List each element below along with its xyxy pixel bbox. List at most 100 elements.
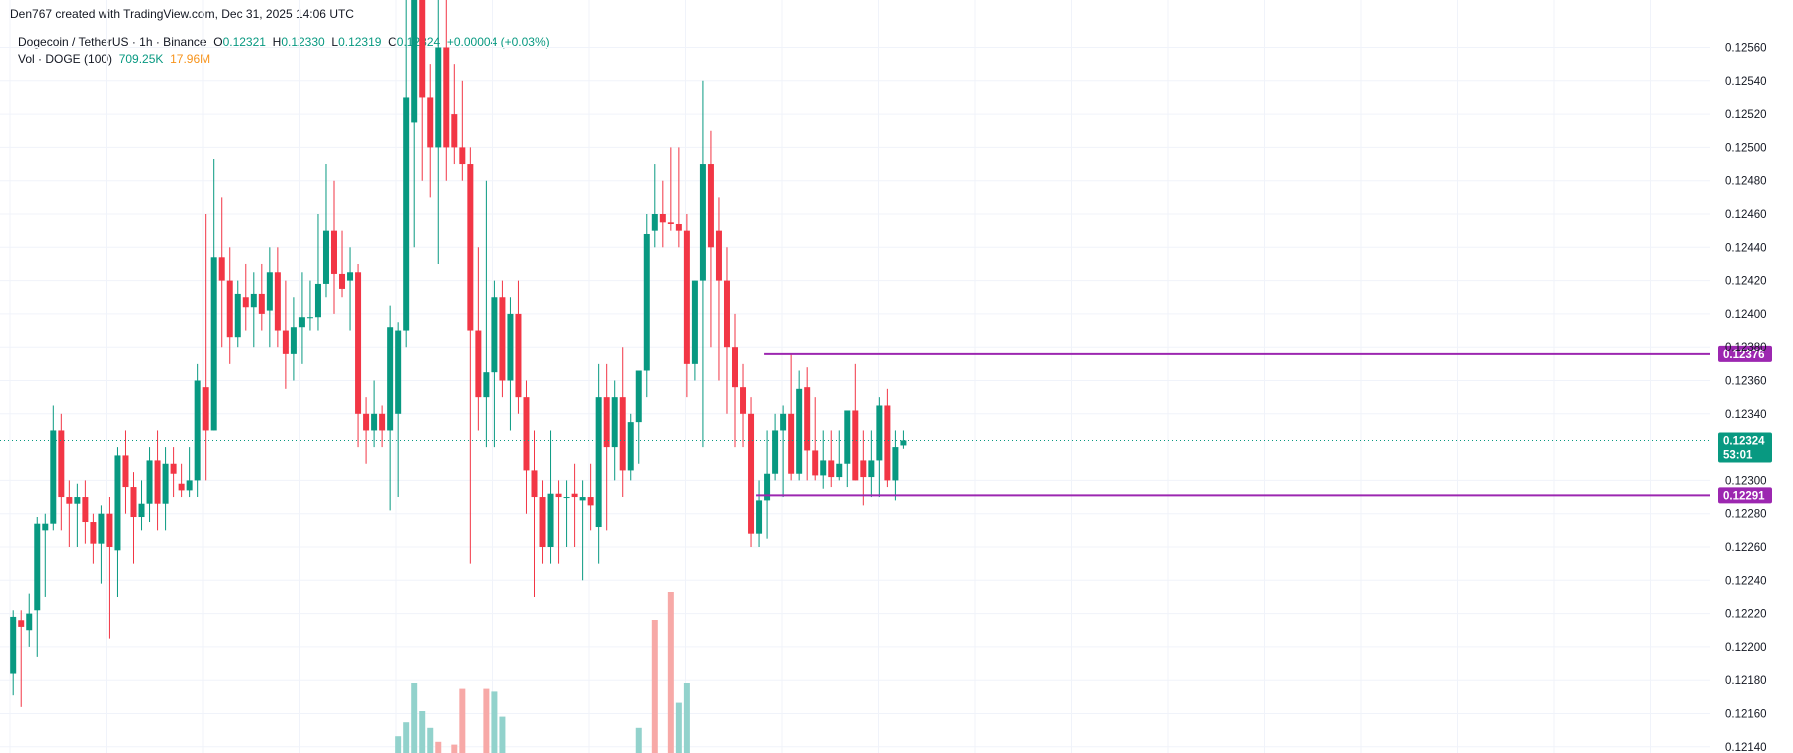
candle [603,363,610,531]
candle [194,363,201,498]
candle [162,447,169,531]
candle-body [387,327,394,431]
candle [34,517,41,657]
candle-body [218,257,225,281]
candle [314,214,321,331]
y-tick-label: 0.12200 [1725,642,1767,654]
candle [186,447,193,498]
candle [748,397,755,547]
low-value: 0.12319 [338,35,382,49]
volume-bar [483,688,490,753]
candle [138,480,145,531]
candle [387,305,394,511]
candle [796,370,803,481]
candle-body [587,497,594,506]
volume-bar [635,727,642,753]
candle-body [306,317,313,319]
y-tick-label: 0.12240 [1725,575,1767,587]
candle-body [756,500,763,534]
candle [331,180,337,314]
candle [443,0,450,181]
candle-body [114,455,121,551]
candle [691,280,698,381]
candle-body [106,513,113,547]
candle [66,480,73,547]
candle [26,593,33,647]
candle-body [483,372,490,398]
candle [355,263,362,448]
candle [627,413,634,481]
candle [732,313,738,448]
candle-body [42,523,49,531]
candle [531,430,538,597]
candle [106,497,113,639]
candle [812,397,819,481]
candle [587,463,594,531]
y-tick-label: 0.12280 [1725,509,1767,521]
volume-legend-row: Vol · DOGE (100) 709.25K 17.96M [18,51,550,68]
candle-body [339,273,346,289]
candle-body [627,422,634,471]
volume-label[interactable]: Vol · DOGE (100) [18,52,113,66]
candle-body [563,497,570,499]
candle-body [635,370,642,423]
candle [82,480,89,544]
candle [242,263,249,331]
candle [772,413,779,481]
candle [282,280,289,389]
y-tick-label: 0.12520 [1725,109,1767,121]
volume-bar [451,744,458,753]
candle-body [499,297,506,381]
level-price-tag [1718,487,1772,504]
candle-body [748,413,755,534]
candle-body [395,330,402,414]
candle [226,247,233,364]
candle-body [595,397,602,528]
candle [740,363,747,448]
candle-body [419,0,426,98]
y-tick-label: 0.12400 [1725,309,1767,321]
candle-body [675,223,682,231]
candle-body [154,460,161,504]
candle [210,159,217,431]
candle-body [98,513,105,544]
candle-body [10,616,17,674]
candle-body [571,493,578,498]
candle-body [683,230,690,364]
candle [435,0,442,264]
candle-body [82,497,89,523]
candle [234,280,241,348]
change-value: +0.00004 (+0.03%) [446,35,550,49]
candle [202,214,209,481]
candle [154,430,161,531]
volume-value: 709.25K [118,52,164,66]
symbol-title[interactable]: Dogecoin / TetherUS · 1h · Binance [18,35,207,49]
candle-body [18,620,25,627]
candle [555,480,562,564]
candle [306,280,313,331]
candle-body [363,413,370,431]
y-tick-label: 0.12160 [1725,709,1767,721]
candle [451,64,458,165]
open-label: O [213,35,223,49]
candle-body [210,257,217,431]
candle-body [146,460,153,504]
volume-bar [411,683,418,753]
candle-body [403,97,410,331]
candle [635,370,642,464]
candle [780,405,787,498]
candle-body [194,380,201,481]
candle-body [34,523,41,611]
candle-body [732,347,738,388]
candle [459,80,466,181]
candle-body [435,47,442,148]
candle-body [667,222,674,224]
candle-body [274,272,281,331]
candle [844,410,851,488]
candle [290,297,297,381]
candle-body [250,293,257,308]
candle [50,405,57,531]
candle [90,513,97,564]
candle [892,430,899,501]
